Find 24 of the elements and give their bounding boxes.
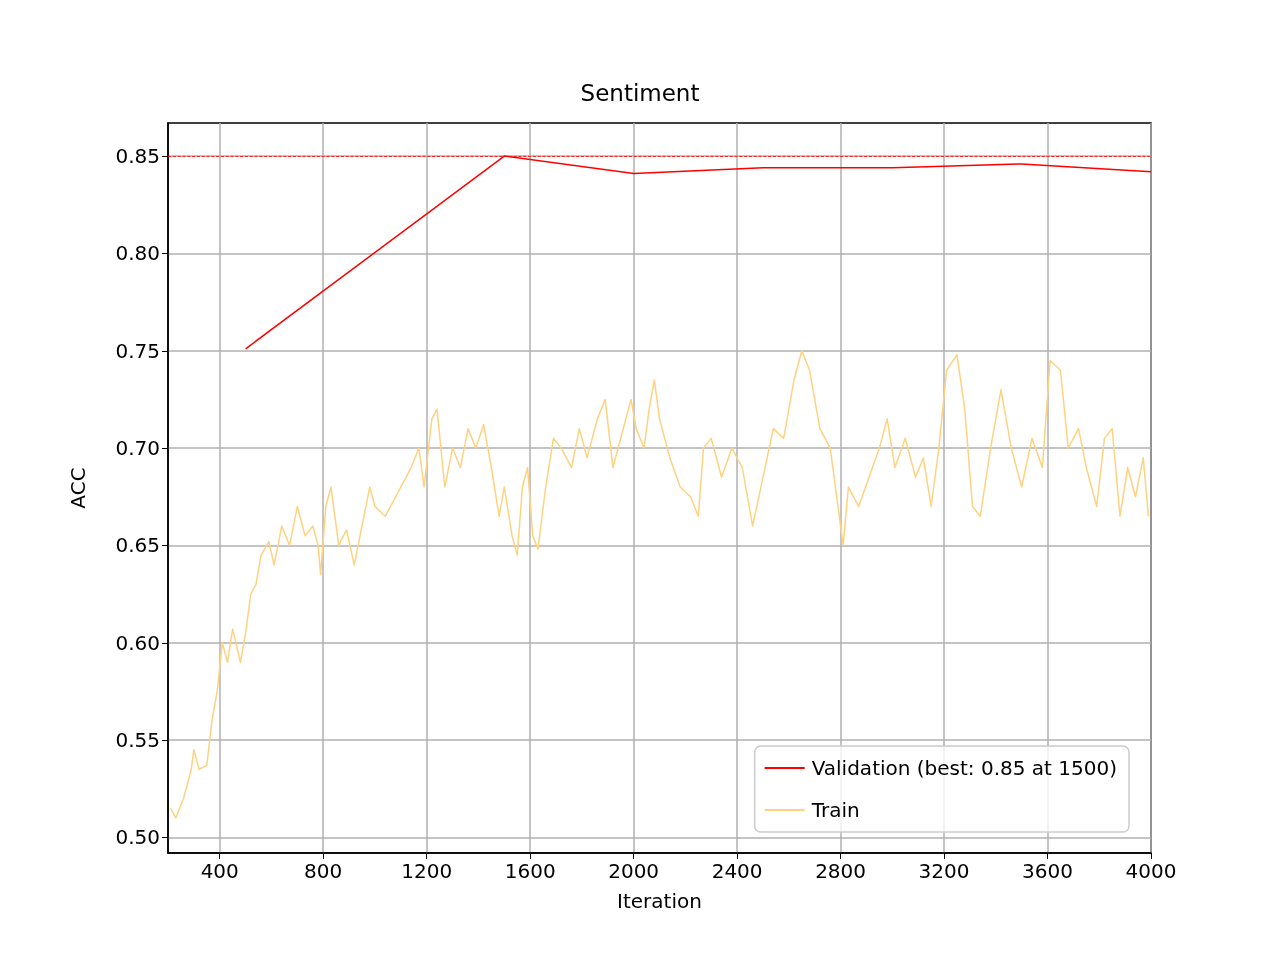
x-tick-label: 1200 (401, 859, 453, 883)
x-tick-label: 2400 (711, 859, 763, 883)
y-tick-label: 0.50 (115, 825, 160, 850)
legend-label: Validation (best: 0.85 at 1500) (811, 756, 1118, 780)
y-tick-label: 0.70 (115, 436, 160, 461)
x-tick-label: 800 (304, 859, 343, 883)
y-tick-label: 0.65 (115, 533, 160, 558)
y-tick-label: 0.75 (115, 338, 160, 363)
y-tick-label: 0.55 (115, 728, 160, 753)
x-tick-label: 2800 (815, 859, 867, 883)
line-series (169, 350, 1150, 819)
y-axis-title: ACC (66, 467, 90, 509)
legend-label: Train (810, 798, 860, 822)
x-tick-label: 4000 (1125, 859, 1177, 883)
x-tick-label: 1600 (504, 859, 556, 883)
x-axis-title: Iteration (617, 889, 702, 913)
x-tick-label: 3200 (918, 859, 970, 883)
x-tick-label: 3600 (1022, 859, 1073, 883)
y-tick-label: 0.80 (115, 241, 160, 266)
x-tick-label: 2000 (608, 859, 660, 883)
x-tick-label: 400 (200, 859, 239, 883)
y-tick-label: 0.60 (115, 630, 160, 655)
chart-title: Sentiment (580, 79, 700, 106)
y-tick-label: 0.85 (115, 144, 160, 169)
